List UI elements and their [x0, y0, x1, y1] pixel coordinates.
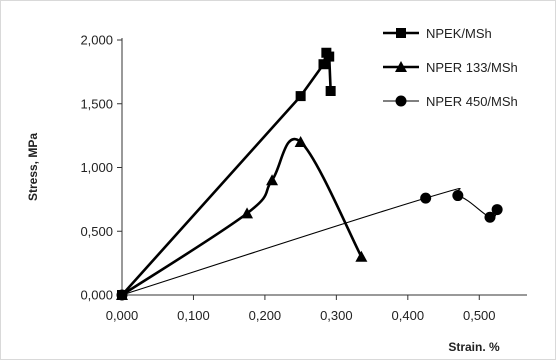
legend-entry: NPER 133/MSh	[383, 60, 518, 75]
x-axis-title: Strain. %	[448, 340, 500, 354]
y-tick-label: 2,000	[80, 33, 113, 48]
data-point	[318, 59, 329, 70]
y-axis-title: Stress, MPa	[26, 133, 40, 201]
data-point	[325, 86, 336, 96]
axes: 0,000 0,500 1,000 1,500 2,000 0,000 0,100 0,200…	[80, 33, 527, 323]
legend: NPEK/MSh NPER 133/MSh NPER 450/MSh	[383, 26, 518, 109]
x-tick-label: 0,400	[392, 308, 425, 323]
data-point	[266, 174, 279, 186]
data-point	[420, 192, 432, 204]
data-point	[295, 91, 306, 102]
series-circle	[116, 188, 503, 301]
series-square	[117, 47, 336, 300]
y-tick-label: 0,500	[80, 224, 113, 239]
data-point	[491, 204, 503, 216]
legend-label: NPER 450/MSh	[426, 94, 518, 109]
legend-label: NPEK/MSh	[426, 26, 492, 41]
x-tick-label: 0,100	[177, 308, 210, 323]
data-point	[355, 250, 368, 262]
y-tick-label: 1,500	[80, 96, 113, 111]
data-point	[452, 190, 464, 202]
series-layer	[116, 47, 503, 301]
series-line	[121, 51, 332, 296]
series-line	[121, 188, 498, 296]
data-point	[116, 289, 128, 301]
legend-entry: NPER 450/MSh	[383, 94, 518, 109]
y-tick-label: 0,000	[80, 288, 113, 303]
data-point	[241, 207, 254, 219]
data-point	[484, 211, 496, 223]
x-tick-label: 0,300	[320, 308, 353, 323]
x-tick-label: 0,500	[463, 308, 496, 323]
legend-marker	[396, 28, 406, 38]
legend-marker	[395, 61, 407, 72]
legend-entry: NPEK/MSh	[383, 26, 492, 41]
data-point	[294, 136, 307, 147]
data-point	[324, 51, 335, 62]
y-tick-label: 1,000	[80, 160, 113, 175]
legend-marker	[395, 95, 407, 107]
legend-label: NPER 133/MSh	[426, 60, 518, 75]
x-tick-label: 0,000	[106, 308, 139, 323]
x-tick-label: 0,200	[249, 308, 282, 323]
